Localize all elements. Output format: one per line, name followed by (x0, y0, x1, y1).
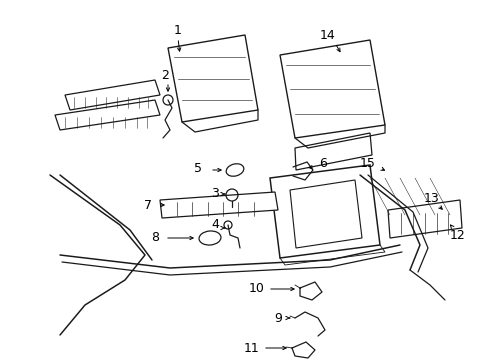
Polygon shape (387, 200, 461, 238)
Polygon shape (280, 40, 384, 138)
Text: 10: 10 (248, 282, 264, 294)
Text: 9: 9 (273, 311, 282, 324)
Text: 7: 7 (143, 198, 152, 212)
Polygon shape (160, 192, 278, 218)
Polygon shape (294, 133, 371, 170)
Text: 4: 4 (211, 217, 219, 230)
Polygon shape (65, 80, 160, 110)
Text: 1: 1 (174, 23, 182, 36)
Text: 2: 2 (161, 68, 168, 81)
Text: 3: 3 (211, 186, 219, 199)
Ellipse shape (226, 164, 244, 176)
Ellipse shape (199, 231, 221, 245)
Text: 12: 12 (449, 229, 465, 242)
Text: 6: 6 (318, 157, 326, 170)
Polygon shape (168, 35, 258, 122)
Polygon shape (289, 180, 361, 248)
Text: 8: 8 (151, 230, 159, 243)
Polygon shape (269, 165, 379, 258)
Text: 14: 14 (320, 28, 335, 41)
Text: 5: 5 (194, 162, 202, 175)
Text: 15: 15 (359, 157, 375, 170)
Polygon shape (55, 100, 160, 130)
Text: 13: 13 (423, 192, 439, 204)
Text: 11: 11 (244, 342, 259, 355)
